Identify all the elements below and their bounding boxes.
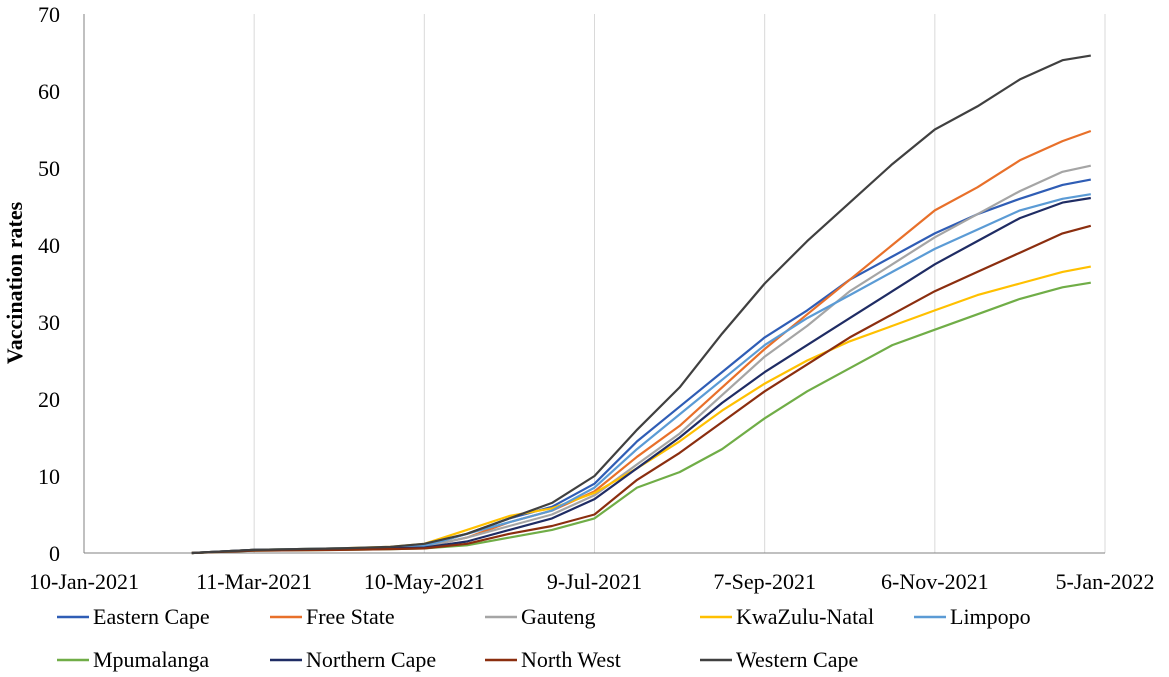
y-tick-label: 0 (49, 541, 60, 566)
series-line-eastern-cape (191, 178, 1092, 555)
legend-label-mpumalanga: Mpumalanga (93, 647, 209, 672)
y-axis-label: Vaccination rates (2, 201, 27, 364)
series-line-free-state (191, 129, 1092, 555)
x-tick-label: 11-Mar-2021 (196, 569, 312, 594)
x-tick-label: 9-Jul-2021 (547, 569, 642, 594)
y-tick-label: 50 (38, 156, 60, 181)
axes (83, 14, 1105, 554)
series-line-limpopo (191, 193, 1091, 555)
legend-label-northern-cape: Northern Cape (306, 647, 436, 672)
legend-label-north-west: North West (521, 647, 621, 672)
legend-label-western-cape: Western Cape (736, 647, 858, 672)
y-tick-label: 20 (38, 387, 60, 412)
x-tick-label: 10-Jan-2021 (29, 569, 139, 594)
legend-label-free-state: Free State (306, 604, 395, 629)
x-tick-label: 7-Sep-2021 (713, 569, 816, 594)
series-line-western-cape (191, 54, 1091, 555)
x-tick-label: 5-Jan-2022 (1056, 569, 1155, 594)
x-tick-labels: 10-Jan-2021 11-Mar-2021 10-May-2021 9-Jul-2… (29, 569, 1154, 594)
y-tick-labels: 0 10 20 30 40 50 60 70 (38, 2, 60, 566)
series-line-northern-cape (191, 196, 1091, 555)
legend-label-gauteng: Gauteng (521, 604, 596, 629)
x-tick-label: 10-May-2021 (364, 569, 485, 594)
series-line-north-west (191, 224, 1092, 555)
series-line-kwazulu-natal (191, 265, 1092, 555)
y-tick-label: 40 (38, 233, 60, 258)
vertical-gridlines (253, 14, 1106, 553)
series-lines (191, 54, 1092, 555)
series-line-mpumalanga (191, 281, 1091, 555)
legend-label-eastern-cape: Eastern Cape (93, 604, 210, 629)
y-tick-label: 60 (38, 79, 60, 104)
legend-label-kwazulu-natal: KwaZulu-Natal (736, 604, 874, 629)
legend-label-limpopo: Limpopo (950, 604, 1031, 629)
x-tick-label: 6-Nov-2021 (881, 569, 989, 594)
y-tick-label: 70 (38, 2, 60, 27)
y-tick-label: 30 (38, 310, 60, 335)
legend: Eastern Cape Free State Gauteng KwaZulu-Nat… (57, 604, 1031, 672)
y-tick-label: 10 (38, 464, 60, 489)
